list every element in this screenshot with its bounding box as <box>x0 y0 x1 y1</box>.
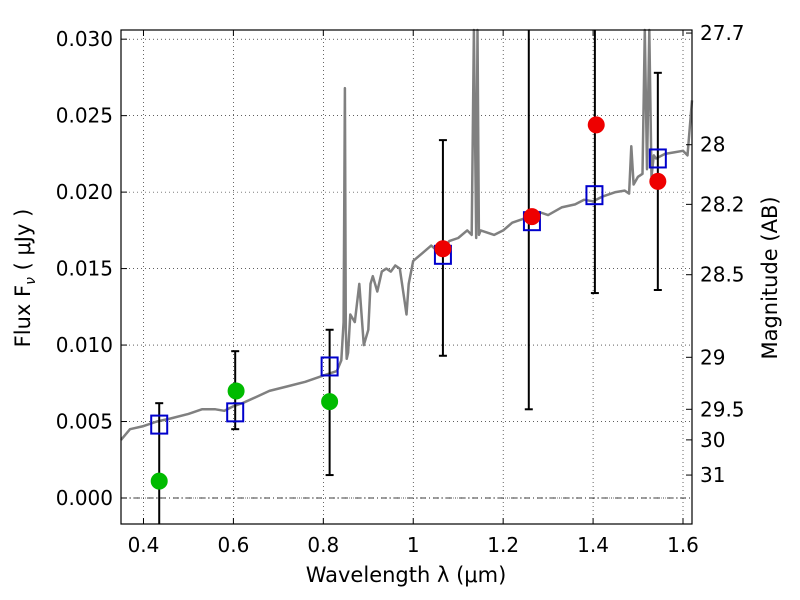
y-tick-label: 0.010 <box>56 333 113 357</box>
x-tick-label: 1.4 <box>577 533 609 557</box>
y-axis-label-main: Flux F <box>11 285 35 347</box>
model-spectrum <box>120 28 694 441</box>
grid <box>121 30 692 524</box>
right-tick-label: 27.7 <box>700 21 745 45</box>
y-axis-label-sub: ν <box>23 277 39 285</box>
right-tick-label: 28 <box>700 133 725 157</box>
model-square <box>150 414 169 435</box>
y-tick-label: 0.000 <box>56 486 113 510</box>
green-point <box>150 472 168 490</box>
model-square <box>585 185 604 206</box>
error-bars <box>155 30 662 524</box>
x-tick-label: 1.6 <box>667 533 699 557</box>
red-point <box>587 116 605 134</box>
plot-frame <box>120 29 693 525</box>
right-axis-label: Magnitude (AB) <box>758 196 782 359</box>
x-axis-label: Wavelength λ (μm) <box>306 563 507 587</box>
right-axis-ticks: 27.7 28 28.2 28.5 29 29.5 30 31 <box>686 21 745 487</box>
right-tick-label: 31 <box>700 463 725 487</box>
x-tick-label: 0.6 <box>217 533 249 557</box>
x-axis-ticks: 0.4 0.6 0.8 1 1.2 1.4 1.6 <box>128 30 699 557</box>
y-tick-label: 0.020 <box>56 180 113 204</box>
spectrum-line <box>120 28 694 441</box>
y-tick-label: 0.005 <box>56 410 113 434</box>
right-tick-label: 29.5 <box>700 397 745 421</box>
x-tick-label: 1 <box>407 533 420 557</box>
model-square <box>226 402 245 423</box>
y-tick-label: 0.015 <box>56 257 113 281</box>
red-point <box>523 208 541 226</box>
x-tick-label: 0.8 <box>307 533 339 557</box>
model-square <box>320 356 339 377</box>
right-tick-label: 28.5 <box>700 263 745 287</box>
model-square <box>648 148 667 169</box>
y-axis-label-unit: ( μJy ) <box>11 209 35 277</box>
right-tick-label: 29 <box>700 345 725 369</box>
x-tick-label: 0.4 <box>128 533 160 557</box>
y-tick-label: 0.030 <box>56 27 113 51</box>
green-point <box>227 382 245 400</box>
y-axis-ticks: 0.000 0.005 0.010 0.015 0.020 0.025 0.030 <box>56 27 127 510</box>
x-tick-label: 1.2 <box>487 533 519 557</box>
observed-photometry <box>150 116 667 490</box>
right-tick-label: 30 <box>700 428 725 452</box>
right-tick-label: 28.2 <box>700 192 745 216</box>
green-point <box>321 393 339 411</box>
y-tick-label: 0.025 <box>56 104 113 128</box>
y-axis-label: Flux Fν ( μJy ) <box>11 209 39 348</box>
red-point <box>649 172 667 190</box>
red-point <box>434 240 452 258</box>
